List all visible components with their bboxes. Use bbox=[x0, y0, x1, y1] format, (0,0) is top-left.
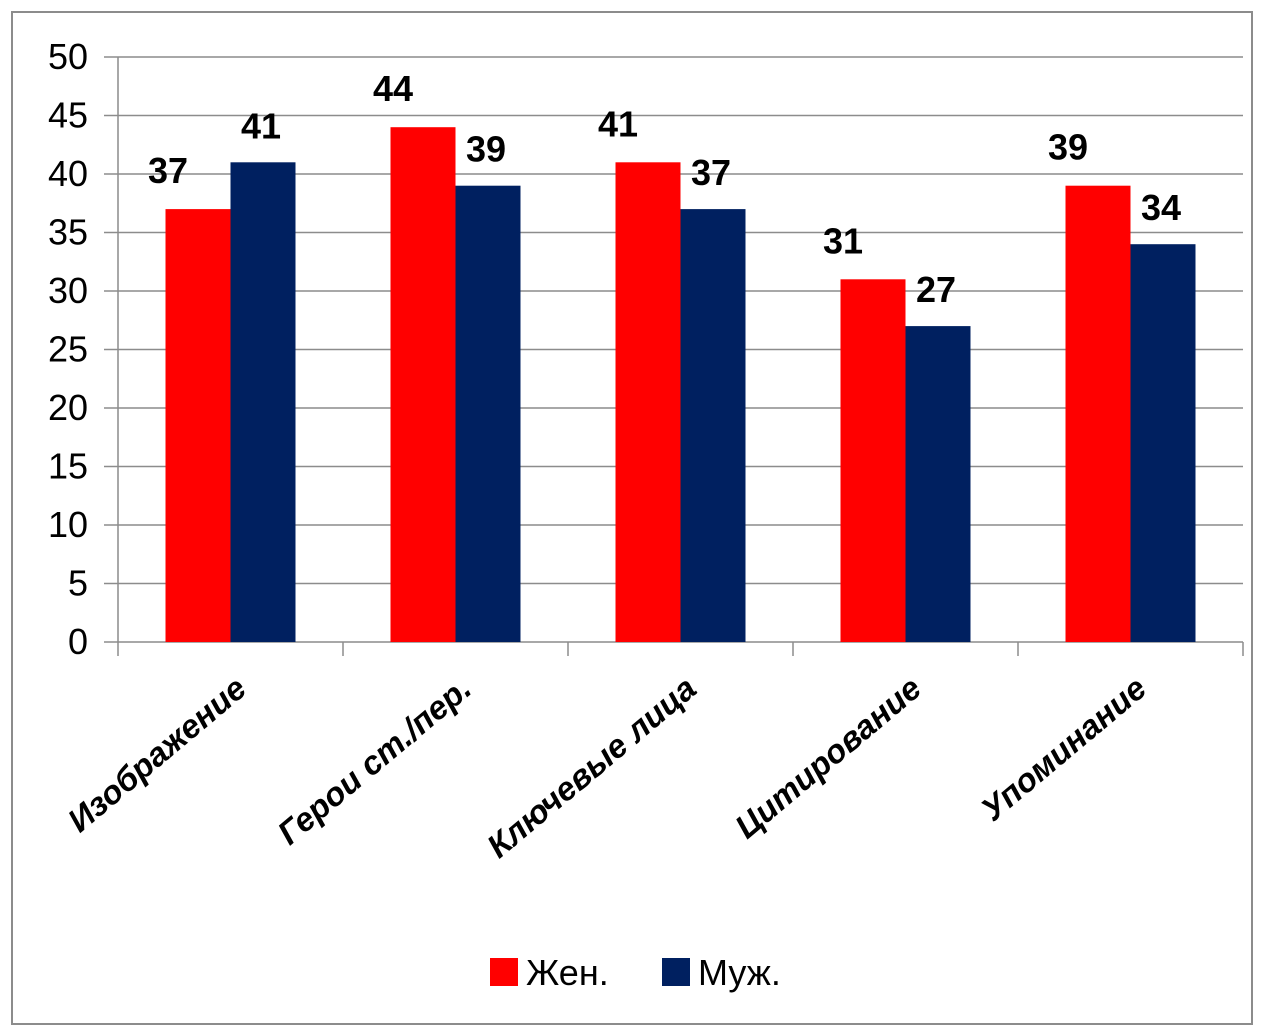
legend-swatch bbox=[490, 958, 518, 986]
bar bbox=[165, 209, 231, 642]
data-label: 44 bbox=[373, 68, 413, 109]
bar bbox=[905, 326, 971, 642]
bar bbox=[230, 162, 296, 643]
legend-label: Муж. bbox=[698, 952, 781, 993]
legend-swatch bbox=[662, 958, 690, 986]
data-label: 41 bbox=[241, 105, 281, 146]
data-labels: 37 41 44 39 41 37 31 27 39 34 bbox=[148, 68, 1181, 310]
legend: Жен. Муж. bbox=[490, 952, 781, 993]
gridlines bbox=[118, 56, 1243, 585]
bar bbox=[615, 162, 681, 643]
data-label: 34 bbox=[1141, 187, 1181, 228]
data-label: 39 bbox=[466, 129, 506, 170]
bar bbox=[680, 209, 746, 642]
y-tick-label: 20 bbox=[48, 387, 88, 428]
bar bbox=[390, 127, 456, 642]
data-label: 37 bbox=[148, 150, 188, 191]
y-tick-label: 50 bbox=[48, 36, 88, 77]
y-tick-label: 0 bbox=[68, 621, 88, 662]
y-tick-label: 40 bbox=[48, 153, 88, 194]
bar bbox=[455, 185, 521, 642]
bar bbox=[1130, 244, 1196, 642]
data-label: 37 bbox=[691, 152, 731, 193]
bars bbox=[165, 127, 1196, 643]
y-tick-label: 5 bbox=[68, 563, 88, 604]
data-label: 27 bbox=[916, 269, 956, 310]
legend-label: Жен. bbox=[526, 952, 609, 993]
y-tick-label: 30 bbox=[48, 270, 88, 311]
bar bbox=[1065, 185, 1131, 642]
y-tick-label: 10 bbox=[48, 504, 88, 545]
y-tick-label: 35 bbox=[48, 212, 88, 253]
data-label: 31 bbox=[823, 220, 863, 261]
y-tick-label: 15 bbox=[48, 446, 88, 487]
data-label: 41 bbox=[598, 103, 638, 144]
bar bbox=[840, 279, 906, 642]
data-label: 39 bbox=[1048, 127, 1088, 168]
y-tick-label: 25 bbox=[48, 329, 88, 370]
y-tick-label: 45 bbox=[48, 95, 88, 136]
